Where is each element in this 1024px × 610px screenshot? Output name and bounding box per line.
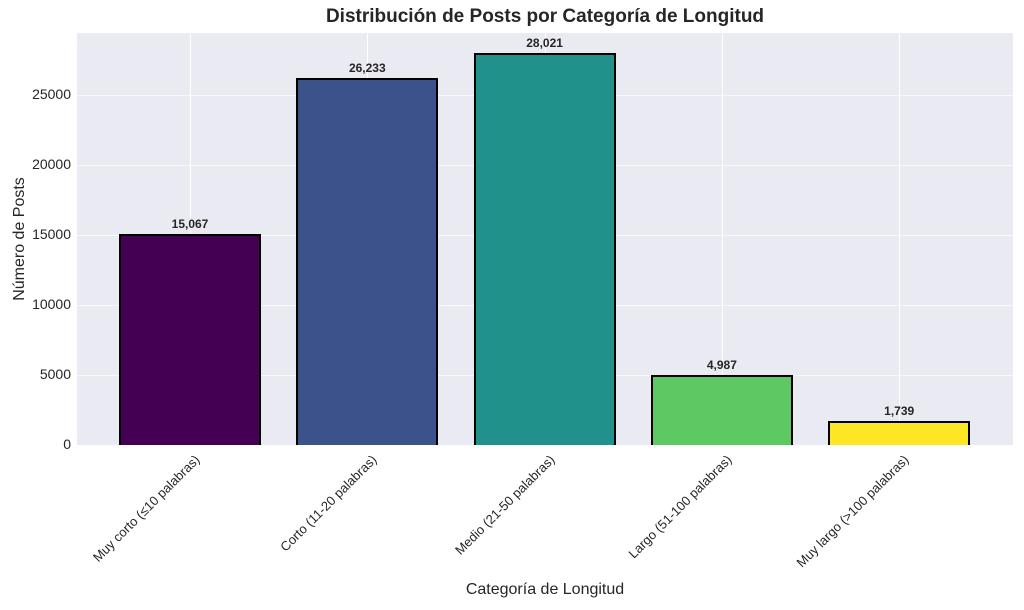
y-gridline bbox=[77, 445, 1013, 446]
x-tick-label: Muy corto (≤10 palabras) bbox=[89, 452, 203, 565]
x-tick-label: Largo (51-100 palabras) bbox=[625, 452, 735, 562]
bar bbox=[296, 77, 439, 445]
y-tick-label: 0 bbox=[63, 436, 71, 452]
bar-value-label: 26,233 bbox=[348, 60, 386, 75]
bar bbox=[473, 52, 616, 445]
plot-area: 15,067 26,233 28,021 4,987 1,739 bbox=[77, 33, 1013, 446]
y-tick-label: 10000 bbox=[32, 295, 71, 312]
bar-value-label: 1,739 bbox=[884, 403, 915, 418]
bar-value-label: 15,067 bbox=[171, 217, 209, 231]
x-gridline bbox=[899, 33, 901, 445]
y-axis-label: Número de Posts bbox=[11, 177, 28, 301]
bar-value-label: 4,987 bbox=[706, 358, 737, 373]
chart-title: Distribución de Posts por Categoría de L… bbox=[325, 6, 765, 27]
x-tick-label: Corto (11-20 palabras) bbox=[277, 452, 380, 555]
y-tick-label: 15000 bbox=[32, 225, 71, 242]
bar bbox=[119, 234, 261, 445]
bar bbox=[650, 375, 793, 445]
bar bbox=[828, 420, 971, 445]
y-tick-label: 20000 bbox=[32, 155, 71, 172]
x-tick-label: Medio (21-50 palabras) bbox=[451, 452, 558, 558]
y-tick-label: 5000 bbox=[39, 365, 71, 382]
x-tick-label: Muy largo (>100 palabras) bbox=[793, 452, 912, 571]
x-axis-label: Categoría de Longitud bbox=[465, 581, 625, 598]
y-tick-label: 25000 bbox=[32, 85, 71, 102]
bar-value-label: 28,021 bbox=[526, 35, 563, 50]
x-gridline bbox=[721, 33, 723, 445]
